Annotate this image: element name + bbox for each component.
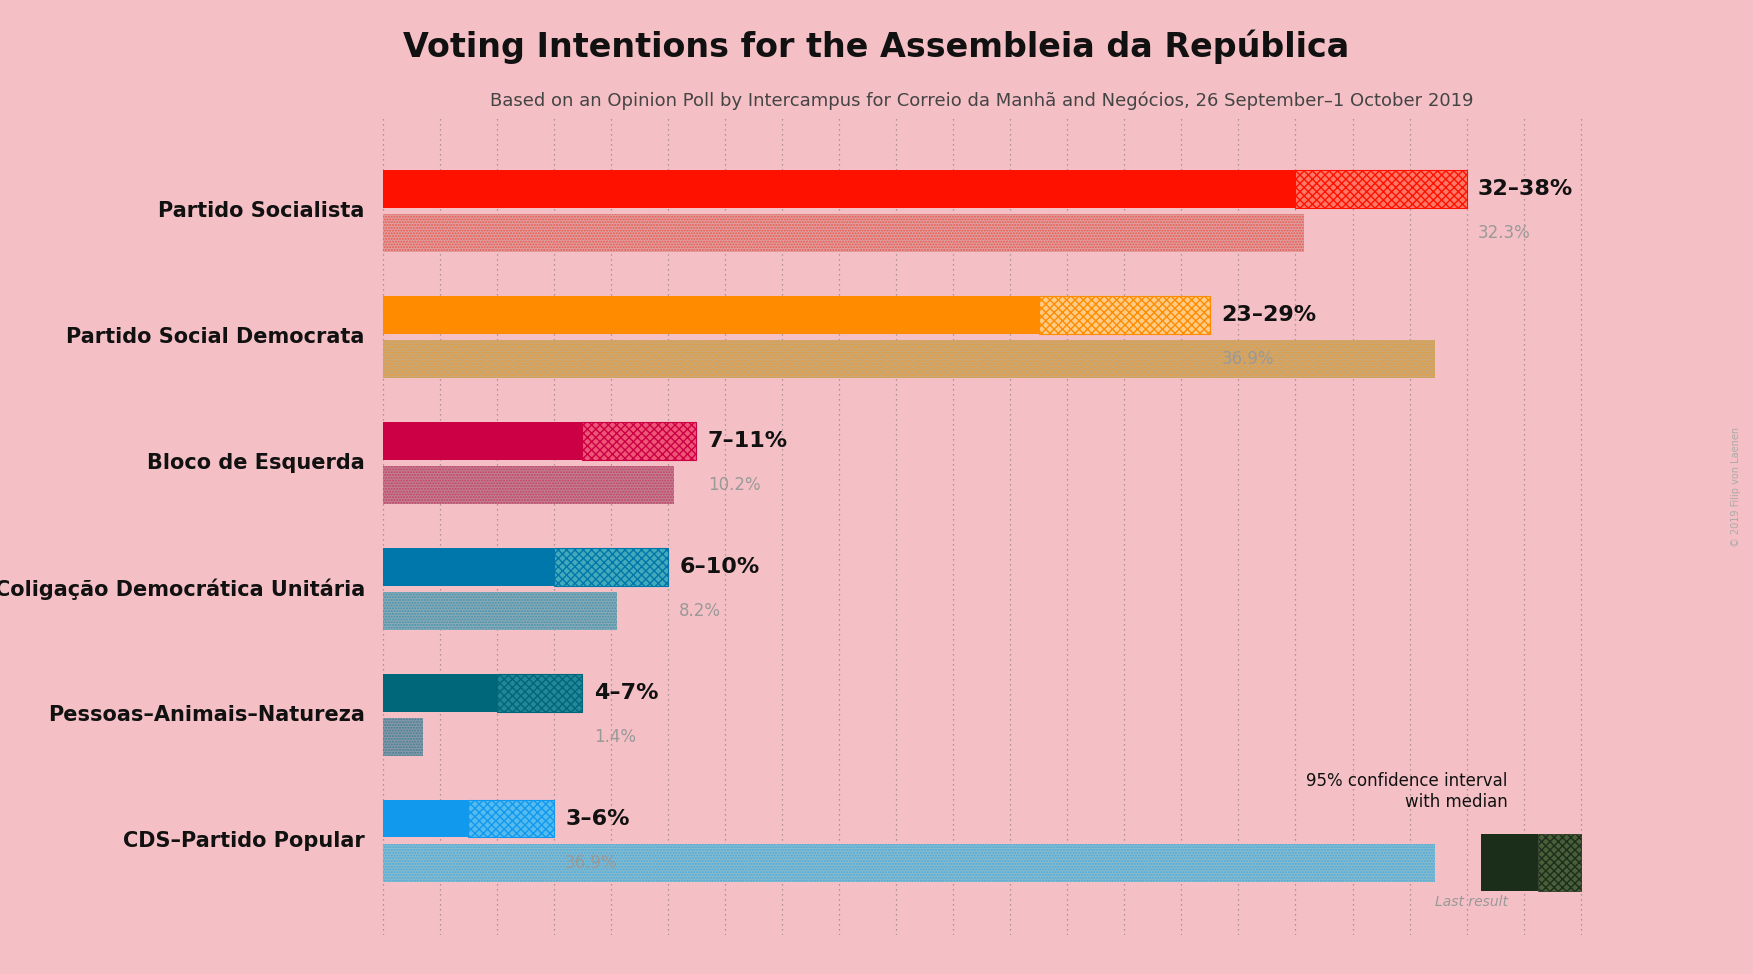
Bar xyxy=(382,674,496,712)
Text: © 2019 Filip von Laenen: © 2019 Filip von Laenen xyxy=(1730,427,1741,547)
Bar xyxy=(382,214,1304,252)
Text: 32–38%: 32–38% xyxy=(1478,179,1572,200)
Bar xyxy=(382,340,1436,378)
Text: 7–11%: 7–11% xyxy=(708,431,787,451)
Title: Based on an Opinion Poll by Intercampus for Correio da Manhã and Negócios, 26 Se: Based on an Opinion Poll by Intercampus … xyxy=(489,92,1474,110)
Bar xyxy=(382,843,1436,881)
Bar xyxy=(382,170,1295,208)
Text: 4–7%: 4–7% xyxy=(594,683,657,702)
Text: Partido Socialista: Partido Socialista xyxy=(158,202,365,221)
Text: Coligação Democrática Unitária: Coligação Democrática Unitária xyxy=(0,579,365,600)
Text: 1.4%: 1.4% xyxy=(594,728,636,746)
Text: 10.2%: 10.2% xyxy=(708,476,761,494)
Text: CDS–Partido Popular: CDS–Partido Popular xyxy=(123,831,365,850)
Bar xyxy=(496,674,582,712)
Bar xyxy=(382,296,1040,334)
Bar xyxy=(382,467,673,504)
Text: 32.3%: 32.3% xyxy=(1478,224,1530,243)
Bar xyxy=(382,548,554,585)
Bar xyxy=(554,548,668,585)
Bar xyxy=(582,422,696,460)
Bar xyxy=(382,592,617,630)
Text: Last result: Last result xyxy=(1436,895,1508,910)
Text: 36.9%: 36.9% xyxy=(564,853,617,872)
Text: 3–6%: 3–6% xyxy=(564,808,629,829)
Bar xyxy=(1040,296,1210,334)
Text: Partido Social Democrata: Partido Social Democrata xyxy=(67,327,365,347)
Text: Bloco de Esquerda: Bloco de Esquerda xyxy=(147,453,365,473)
Bar xyxy=(382,718,422,756)
Bar xyxy=(382,340,1436,378)
Text: 36.9%: 36.9% xyxy=(1222,351,1274,368)
Bar xyxy=(1295,170,1467,208)
Text: 6–10%: 6–10% xyxy=(678,557,759,577)
Bar xyxy=(382,467,673,504)
Bar xyxy=(382,592,617,630)
Bar xyxy=(382,718,422,756)
Bar xyxy=(382,843,1436,881)
Text: 95% confidence interval
with median: 95% confidence interval with median xyxy=(1306,772,1508,811)
Text: 8.2%: 8.2% xyxy=(678,602,720,619)
Bar xyxy=(1481,835,1537,891)
Bar xyxy=(382,422,582,460)
Bar xyxy=(382,800,468,838)
Text: Voting Intentions for the Assembleia da República: Voting Intentions for the Assembleia da … xyxy=(403,29,1350,63)
Bar xyxy=(468,800,554,838)
Bar xyxy=(382,214,1304,252)
Text: Pessoas–Animais–Natureza: Pessoas–Animais–Natureza xyxy=(47,705,365,725)
Bar xyxy=(1537,835,1581,891)
Text: 23–29%: 23–29% xyxy=(1222,305,1317,325)
